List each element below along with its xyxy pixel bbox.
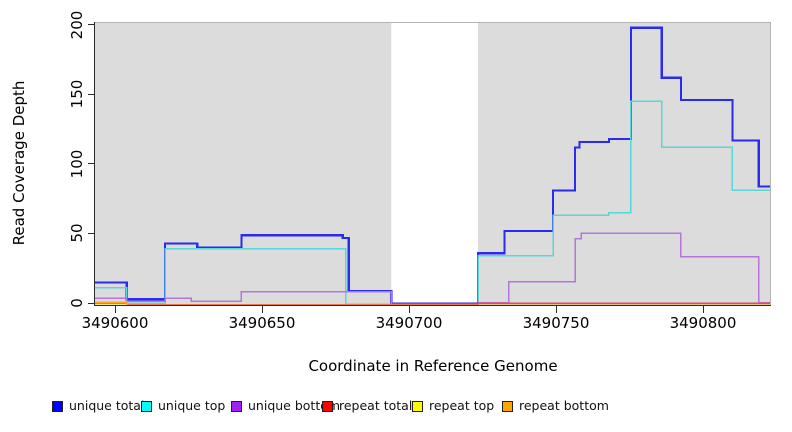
x-tick: [114, 306, 116, 313]
repeat-top-swatch-icon: [412, 400, 423, 412]
x-tick-label: 3490700: [375, 314, 443, 332]
y-tick: [88, 302, 95, 304]
repeat-total-swatch-icon: [322, 400, 333, 412]
y-axis-title: Read Coverage Depth: [10, 80, 28, 246]
y-tick-label: 150: [68, 79, 86, 109]
x-tick: [261, 306, 263, 313]
unique-total-swatch-icon: [52, 400, 63, 412]
y-tick: [88, 163, 95, 165]
x-tick: [555, 306, 557, 313]
x-axis-title: Coordinate in Reference Genome: [308, 357, 558, 375]
y-tick: [88, 232, 95, 234]
legend-item-unique-top: unique top: [141, 399, 225, 413]
legend-label: repeat top: [429, 398, 495, 413]
legend-label: repeat bottom: [519, 398, 609, 413]
x-tick: [702, 306, 704, 313]
x-tick-label: 3490600: [81, 314, 149, 332]
series-line-unique-top: [95, 100, 770, 306]
plot-area: [95, 22, 771, 306]
y-tick-label: 50: [68, 223, 86, 243]
unshaded-gap-region: [391, 23, 478, 306]
unique-top-swatch-icon: [141, 400, 152, 412]
legend-label: unique total: [69, 398, 145, 413]
y-tick: [88, 93, 95, 95]
legend-label: repeat total: [339, 398, 413, 413]
coverage-step-chart: [95, 23, 770, 306]
legend-item-unique-total: unique total: [52, 399, 144, 413]
legend-item-unique-bottom: unique bottom: [231, 399, 340, 413]
repeat-bottom-swatch-icon: [502, 400, 513, 412]
unique-bottom-swatch-icon: [231, 400, 242, 412]
y-tick-label: 200: [68, 10, 86, 39]
y-tick: [88, 24, 95, 25]
legend-label: unique bottom: [248, 398, 341, 413]
legend-label: unique top: [158, 398, 226, 413]
legend-item-repeat-top: repeat top: [412, 399, 494, 413]
x-tick-label: 3490750: [522, 314, 590, 332]
legend-item-repeat-total: repeat total: [322, 399, 412, 413]
x-tick: [408, 306, 410, 313]
y-tick-label: 100: [68, 149, 86, 179]
x-tick-label: 3490800: [669, 314, 737, 332]
series-line-unique-total: [95, 26, 770, 305]
legend-item-repeat-bottom: repeat bottom: [502, 399, 609, 413]
x-axis-line: [94, 305, 771, 306]
x-tick-label: 3490650: [228, 314, 296, 332]
